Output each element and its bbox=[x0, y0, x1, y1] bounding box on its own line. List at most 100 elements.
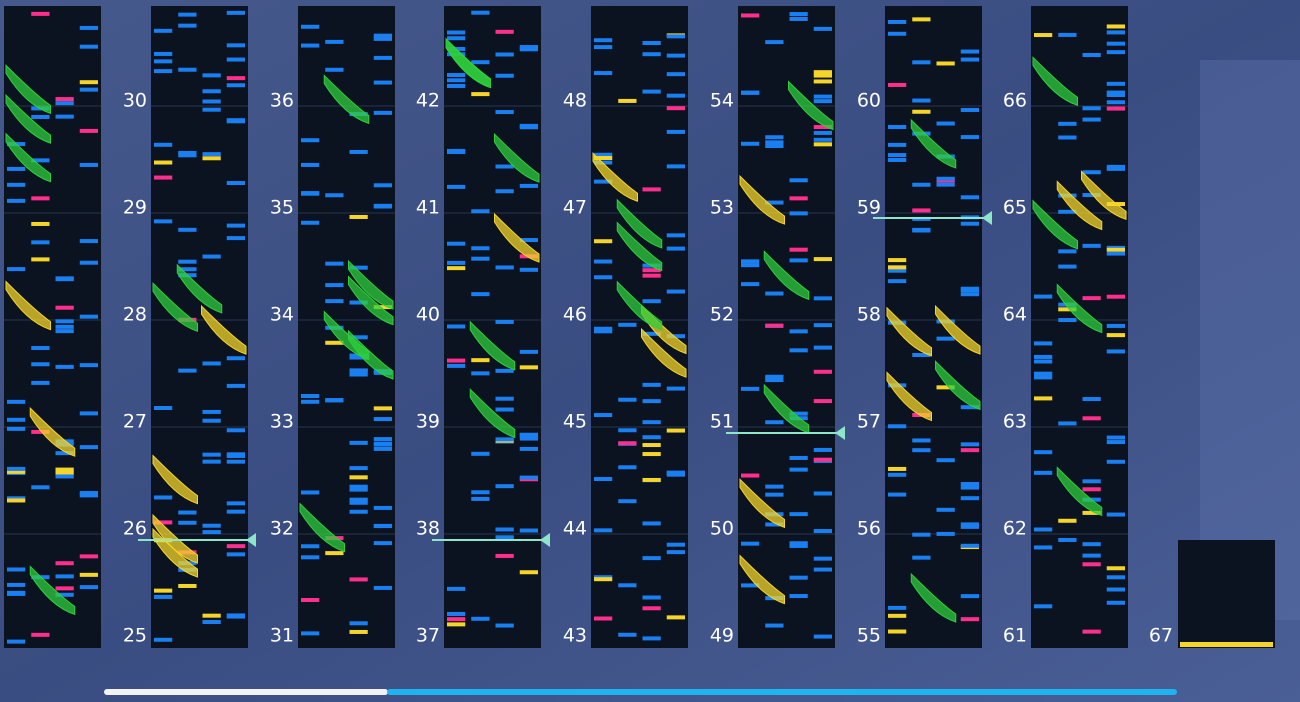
slide-note bbox=[1032, 56, 1078, 107]
note bbox=[301, 138, 320, 143]
progress-bar[interactable] bbox=[387, 689, 1177, 695]
note bbox=[1058, 264, 1077, 269]
note bbox=[666, 129, 685, 134]
playhead-marker bbox=[540, 533, 550, 547]
note bbox=[888, 142, 907, 147]
note bbox=[888, 153, 907, 158]
note bbox=[888, 19, 907, 24]
note bbox=[55, 574, 74, 579]
note bbox=[888, 279, 907, 284]
measure-number: 44 bbox=[563, 518, 587, 540]
note bbox=[1106, 575, 1125, 580]
slide-note bbox=[1056, 283, 1103, 334]
note bbox=[301, 490, 320, 495]
note bbox=[495, 396, 514, 401]
note bbox=[55, 561, 74, 566]
measure-number: 66 bbox=[1003, 90, 1027, 112]
note bbox=[154, 594, 173, 599]
note bbox=[447, 617, 466, 622]
note bbox=[813, 567, 832, 572]
note bbox=[471, 292, 490, 297]
note bbox=[178, 227, 197, 232]
measure-number: 65 bbox=[1003, 197, 1027, 219]
note bbox=[471, 451, 490, 456]
note bbox=[202, 107, 221, 112]
note bbox=[594, 577, 613, 582]
note bbox=[79, 411, 98, 416]
slide-note bbox=[910, 118, 957, 169]
measure-number: 50 bbox=[710, 518, 734, 540]
note bbox=[519, 475, 538, 480]
note bbox=[31, 485, 50, 490]
note bbox=[912, 60, 931, 65]
slide-note bbox=[616, 221, 663, 272]
note bbox=[741, 282, 760, 287]
note bbox=[642, 435, 661, 440]
measure-number: 32 bbox=[270, 518, 294, 540]
note bbox=[666, 428, 685, 433]
note bbox=[912, 208, 931, 213]
note bbox=[447, 78, 466, 83]
note bbox=[154, 59, 173, 64]
note bbox=[202, 459, 221, 464]
note bbox=[642, 331, 661, 336]
note bbox=[495, 319, 514, 324]
note bbox=[79, 80, 98, 85]
note bbox=[202, 452, 221, 457]
note bbox=[202, 530, 221, 535]
note bbox=[495, 110, 514, 115]
note bbox=[202, 99, 221, 104]
note bbox=[666, 386, 685, 391]
note bbox=[226, 544, 245, 549]
note bbox=[888, 629, 907, 634]
note bbox=[1082, 117, 1101, 122]
measure-number: 43 bbox=[563, 625, 587, 647]
slide-note bbox=[348, 275, 394, 326]
note bbox=[349, 368, 368, 373]
note bbox=[765, 135, 784, 140]
note bbox=[618, 465, 637, 470]
note bbox=[373, 55, 392, 60]
note bbox=[1058, 249, 1077, 254]
note bbox=[960, 524, 979, 529]
note bbox=[789, 411, 808, 416]
note bbox=[7, 469, 26, 474]
note bbox=[936, 458, 955, 463]
note bbox=[226, 552, 245, 557]
note bbox=[495, 368, 514, 373]
note bbox=[642, 41, 661, 46]
note bbox=[888, 492, 907, 497]
note bbox=[495, 189, 514, 194]
note bbox=[471, 496, 490, 501]
note bbox=[1058, 421, 1077, 426]
note bbox=[960, 617, 979, 622]
note bbox=[79, 585, 98, 590]
measure-number: 48 bbox=[563, 90, 587, 112]
note bbox=[741, 259, 760, 264]
note bbox=[349, 265, 368, 270]
note bbox=[471, 490, 490, 495]
column bbox=[1178, 540, 1275, 648]
note bbox=[202, 89, 221, 94]
note bbox=[813, 457, 832, 462]
note bbox=[226, 118, 245, 123]
progress-done bbox=[104, 689, 388, 695]
note bbox=[519, 436, 538, 441]
measure-number: 36 bbox=[270, 90, 294, 112]
note bbox=[1058, 537, 1077, 542]
note bbox=[642, 477, 661, 482]
note bbox=[79, 128, 98, 133]
note bbox=[1106, 323, 1125, 328]
note bbox=[55, 592, 74, 597]
note bbox=[226, 501, 245, 506]
note bbox=[1180, 642, 1273, 647]
note bbox=[519, 570, 538, 575]
slide-note bbox=[5, 280, 51, 331]
note bbox=[594, 575, 613, 580]
slide-note bbox=[5, 132, 51, 183]
note bbox=[154, 69, 173, 74]
measure-number: 41 bbox=[416, 197, 440, 219]
note bbox=[1106, 164, 1125, 169]
note bbox=[202, 254, 221, 259]
note bbox=[447, 586, 466, 591]
